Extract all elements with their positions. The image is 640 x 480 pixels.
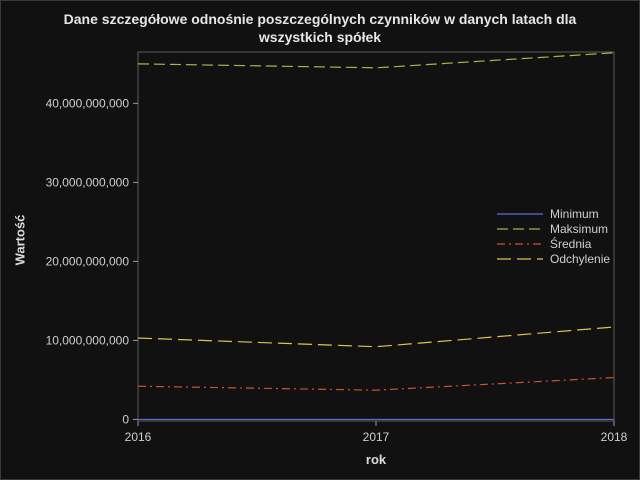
chart-title-line-1: Dane szczegółowe odnośnie poszczególnych…	[63, 11, 577, 27]
chart-title-line-2: wszystkich spółek	[258, 29, 382, 45]
y-tick-label: 10,000,000,000	[46, 333, 130, 347]
legend-label: Minimum	[550, 207, 599, 221]
y-tick-label: 0	[122, 412, 129, 426]
y-tick-label: 20,000,000,000	[46, 254, 130, 268]
x-tick-label: 2018	[601, 430, 628, 444]
y-tick-label: 30,000,000,000	[46, 175, 130, 189]
legend-label: Odchylenie	[550, 252, 610, 266]
plot-area	[137, 51, 615, 422]
series-line-średnia	[137, 376, 615, 391]
x-tick-label: 2016	[125, 430, 152, 444]
x-tick-label: 2017	[363, 430, 390, 444]
x-axis-label: rok	[365, 452, 387, 467]
y-tick-label: 40,000,000,000	[46, 96, 130, 110]
legend-label: Maksimum	[550, 222, 608, 236]
legend-label: Średnia	[550, 236, 592, 251]
chart-title: Dane szczegółowe odnośnie poszczególnych…	[0, 10, 640, 46]
